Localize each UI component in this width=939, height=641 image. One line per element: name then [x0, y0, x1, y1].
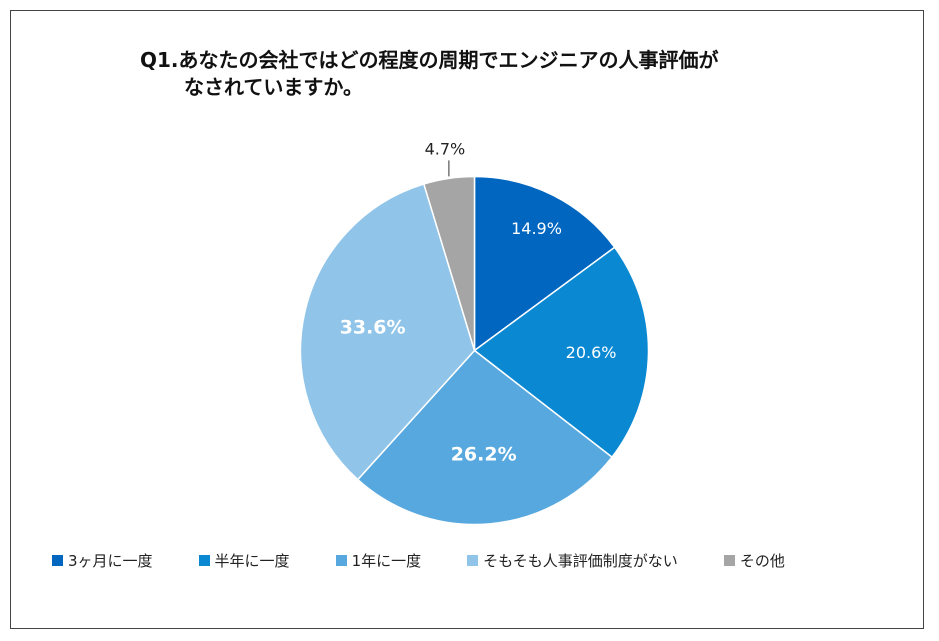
legend-item: 1年に一度 [335, 550, 422, 571]
chart-title: Q1.あなたの会社ではどの程度の周期でエンジニアの人事評価がなされていますか。 [140, 47, 719, 101]
legend-swatch [467, 555, 479, 566]
legend-label: 1年に一度 [351, 552, 422, 570]
legend-label: 半年に一度 [214, 552, 290, 570]
pie-slice [422, 175, 476, 351]
legend: 3ヶ月に一度 半年に一度 1年に一度 そもそも人事評価制度がない その他 [52, 550, 831, 571]
data-label: 20.6% [566, 343, 617, 362]
data-label: 14.9% [511, 219, 562, 238]
legend-swatch [723, 555, 735, 566]
legend-label: 3ヶ月に一度 [68, 552, 153, 570]
data-label: 4.7% [425, 139, 466, 158]
legend-label: そもそも人事評価制度がない [483, 552, 678, 570]
legend-swatch [335, 555, 347, 566]
legend-item: その他 [723, 550, 785, 571]
legend-item: そもそも人事評価制度がない [467, 550, 678, 571]
data-label: 26.2% [451, 443, 517, 465]
pie-slice [473, 246, 650, 459]
legend-item: 3ヶ月に一度 [52, 550, 153, 571]
pie-slice [356, 349, 614, 526]
title-line-1: Q1.あなたの会社ではどの程度の周期でエンジニアの人事評価が [140, 48, 719, 72]
chart-frame [10, 10, 924, 629]
data-label: 33.6% [340, 317, 406, 339]
pie-slice [299, 183, 476, 481]
pie-slice [473, 175, 616, 352]
legend-swatch [198, 555, 210, 566]
legend-label: その他 [739, 552, 785, 570]
legend-item: 半年に一度 [198, 550, 290, 571]
title-line-2: なされていますか。 [184, 75, 363, 99]
legend-swatch [52, 555, 63, 566]
